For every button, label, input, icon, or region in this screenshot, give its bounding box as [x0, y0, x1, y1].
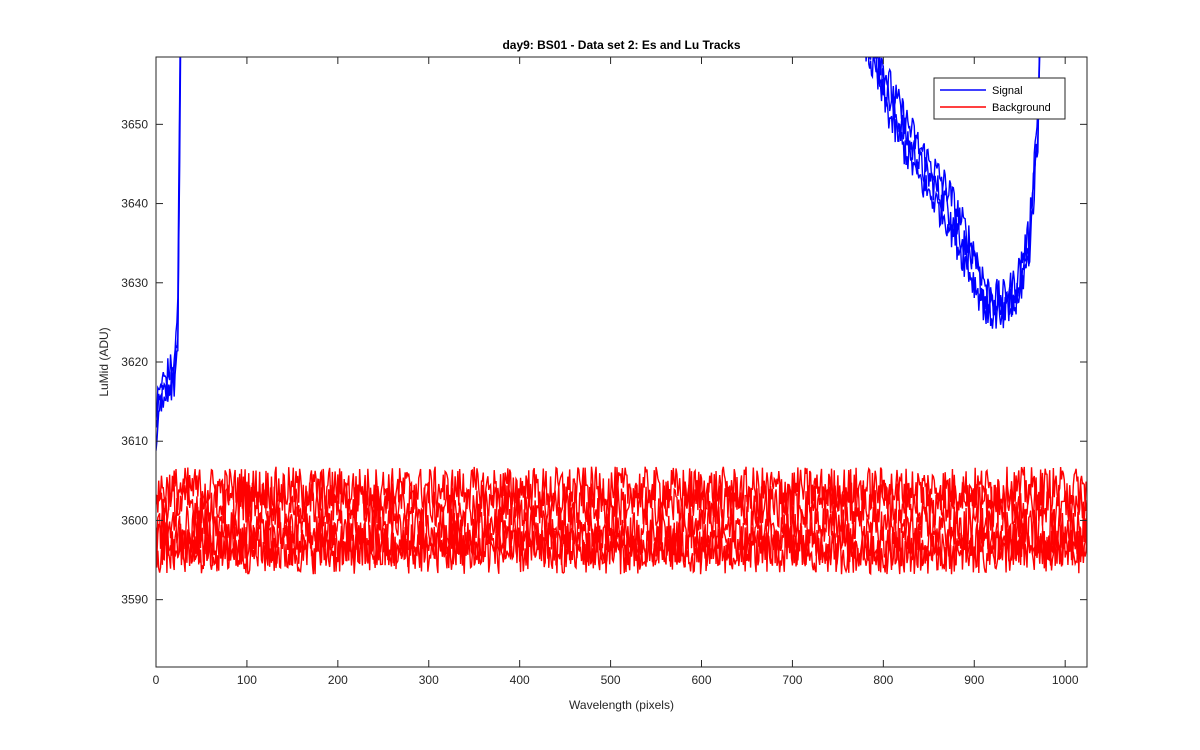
x-tick-label: 600 [691, 673, 711, 687]
x-tick-label: 0 [153, 673, 160, 687]
y-tick-label: 3610 [121, 434, 148, 448]
series-background-track-4 [156, 528, 1087, 576]
x-tick-label: 300 [419, 673, 439, 687]
series-background [156, 466, 1087, 576]
series-signal-track-1 [156, 57, 1040, 419]
y-axis-label: LuMid (ADU) [97, 327, 111, 396]
y-tick-label: 3650 [121, 117, 148, 131]
chart-title: day9: BS01 - Data set 2: Es and Lu Track… [502, 38, 740, 52]
x-tick-label: 1000 [1052, 673, 1079, 687]
series-signal [156, 57, 1041, 451]
x-tick-label: 200 [328, 673, 348, 687]
series-signal-track-0 [156, 57, 1041, 428]
x-axis-label: Wavelength (pixels) [569, 698, 674, 712]
series-background-track-0 [156, 466, 1087, 511]
plot-area [156, 57, 1087, 667]
legend-entry-signal: Signal [992, 85, 1023, 97]
legend-entry-background: Background [992, 102, 1051, 114]
x-tick-label: 100 [237, 673, 257, 687]
y-tick-label: 3640 [121, 197, 148, 211]
y-tick-label: 3630 [121, 276, 148, 290]
legend-box [933, 77, 1066, 120]
y-tick-label: 3590 [121, 593, 148, 607]
x-tick-label: 500 [601, 673, 621, 687]
x-tick-label: 900 [964, 673, 984, 687]
series-background-track-1 [156, 480, 1087, 529]
y-tick-label: 3600 [121, 513, 148, 527]
legend: Signal Background [933, 77, 1066, 120]
x-tick-label: 700 [782, 673, 802, 687]
series-signal-track-2 [156, 57, 1041, 451]
x-tick-label: 800 [873, 673, 893, 687]
x-tick-label: 400 [510, 673, 530, 687]
y-tick-label: 3620 [121, 355, 148, 369]
axes-layer: 0 100 200 300 400 500 600 700 800 900 1000 3590 3600… [121, 56, 1088, 687]
series-layer [156, 57, 1087, 576]
